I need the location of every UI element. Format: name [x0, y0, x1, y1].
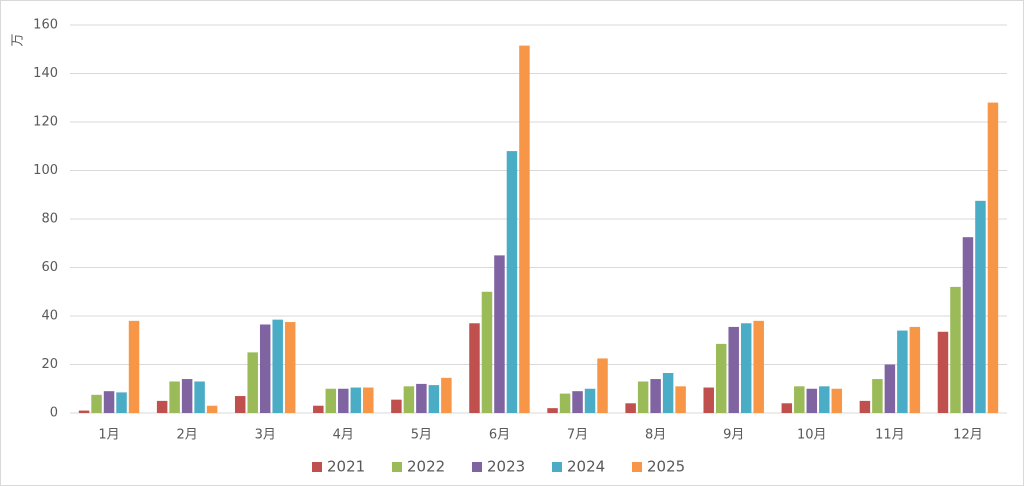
y-axis-label: 万 — [11, 33, 26, 46]
bar — [675, 386, 686, 413]
legend-label: 2021 — [327, 458, 365, 476]
bar — [753, 320, 764, 413]
bar — [519, 45, 530, 414]
x-tick-label: 3月 — [255, 428, 276, 443]
bar — [284, 322, 296, 413]
legend-swatch — [632, 462, 642, 472]
x-tick-label: 8月 — [645, 428, 666, 443]
bar — [259, 324, 271, 413]
bar — [547, 408, 558, 413]
bar — [194, 381, 205, 413]
bar — [715, 343, 727, 413]
x-tick-label: 9月 — [723, 428, 744, 443]
y-tick-label: 140 — [33, 66, 58, 81]
legend-label: 2024 — [567, 458, 605, 476]
bar — [91, 394, 102, 413]
legend-swatch — [392, 462, 402, 472]
bar — [662, 372, 674, 413]
bar — [350, 387, 362, 413]
bar — [78, 410, 90, 413]
bar — [206, 405, 218, 413]
bar — [625, 403, 636, 413]
x-tick-label: 2月 — [176, 428, 197, 443]
bar — [650, 379, 661, 413]
bar — [128, 320, 140, 413]
bar — [897, 330, 908, 413]
legend-swatch — [472, 462, 482, 472]
y-tick-label: 0 — [50, 406, 58, 421]
bar — [338, 388, 349, 413]
bar — [794, 386, 805, 413]
y-tick-label: 80 — [41, 212, 58, 227]
legend-label: 2022 — [407, 458, 445, 476]
x-tick-label: 6月 — [489, 428, 510, 443]
bar — [975, 200, 986, 413]
bar — [234, 396, 246, 413]
bar — [313, 405, 324, 413]
bar — [391, 399, 402, 413]
legend-swatch — [312, 462, 322, 472]
x-tick-label: 1月 — [98, 428, 119, 443]
x-tick-label: 10月 — [797, 428, 827, 443]
bar — [987, 102, 999, 413]
x-tick-label: 11月 — [875, 428, 905, 443]
bar — [637, 381, 649, 413]
bar — [272, 319, 283, 413]
x-tick-label: 7月 — [567, 428, 588, 443]
bar — [831, 388, 843, 413]
bar — [584, 388, 596, 413]
y-tick-label: 160 — [33, 18, 58, 33]
bar — [103, 391, 115, 413]
legend-label: 2025 — [647, 458, 685, 476]
bar — [872, 379, 883, 413]
bar — [962, 237, 974, 413]
bar — [403, 386, 415, 413]
bar — [884, 364, 896, 413]
bar — [597, 358, 608, 413]
bar — [247, 352, 258, 413]
x-tick-label: 5月 — [411, 428, 432, 443]
bar — [441, 377, 452, 413]
y-tick-label: 40 — [41, 309, 58, 324]
bar — [506, 151, 518, 413]
x-tick-label: 12月 — [953, 428, 983, 443]
y-tick-label: 20 — [41, 357, 58, 372]
x-tick-label: 4月 — [333, 428, 354, 443]
bar — [937, 331, 949, 413]
bar — [909, 326, 921, 413]
bar — [416, 383, 427, 413]
bar — [740, 323, 752, 413]
legend-swatch — [552, 462, 562, 472]
bar — [494, 255, 505, 413]
bar — [156, 400, 168, 413]
bar — [325, 388, 337, 413]
y-tick-label: 100 — [33, 163, 58, 178]
bar — [819, 386, 830, 413]
bar — [469, 323, 480, 413]
bar — [950, 286, 961, 413]
bar — [859, 400, 871, 413]
bar — [181, 379, 193, 413]
bar — [363, 387, 374, 413]
bar — [703, 387, 714, 413]
y-tick-label: 60 — [41, 260, 58, 275]
bar — [728, 326, 739, 413]
y-tick-label: 120 — [33, 115, 58, 130]
bar — [572, 391, 583, 413]
legend-label: 2023 — [487, 458, 525, 476]
bar — [781, 403, 793, 413]
bar — [169, 381, 180, 413]
bar — [428, 385, 440, 413]
bar — [116, 392, 127, 413]
bar — [806, 388, 818, 413]
bar — [559, 393, 571, 413]
bar — [481, 291, 493, 413]
